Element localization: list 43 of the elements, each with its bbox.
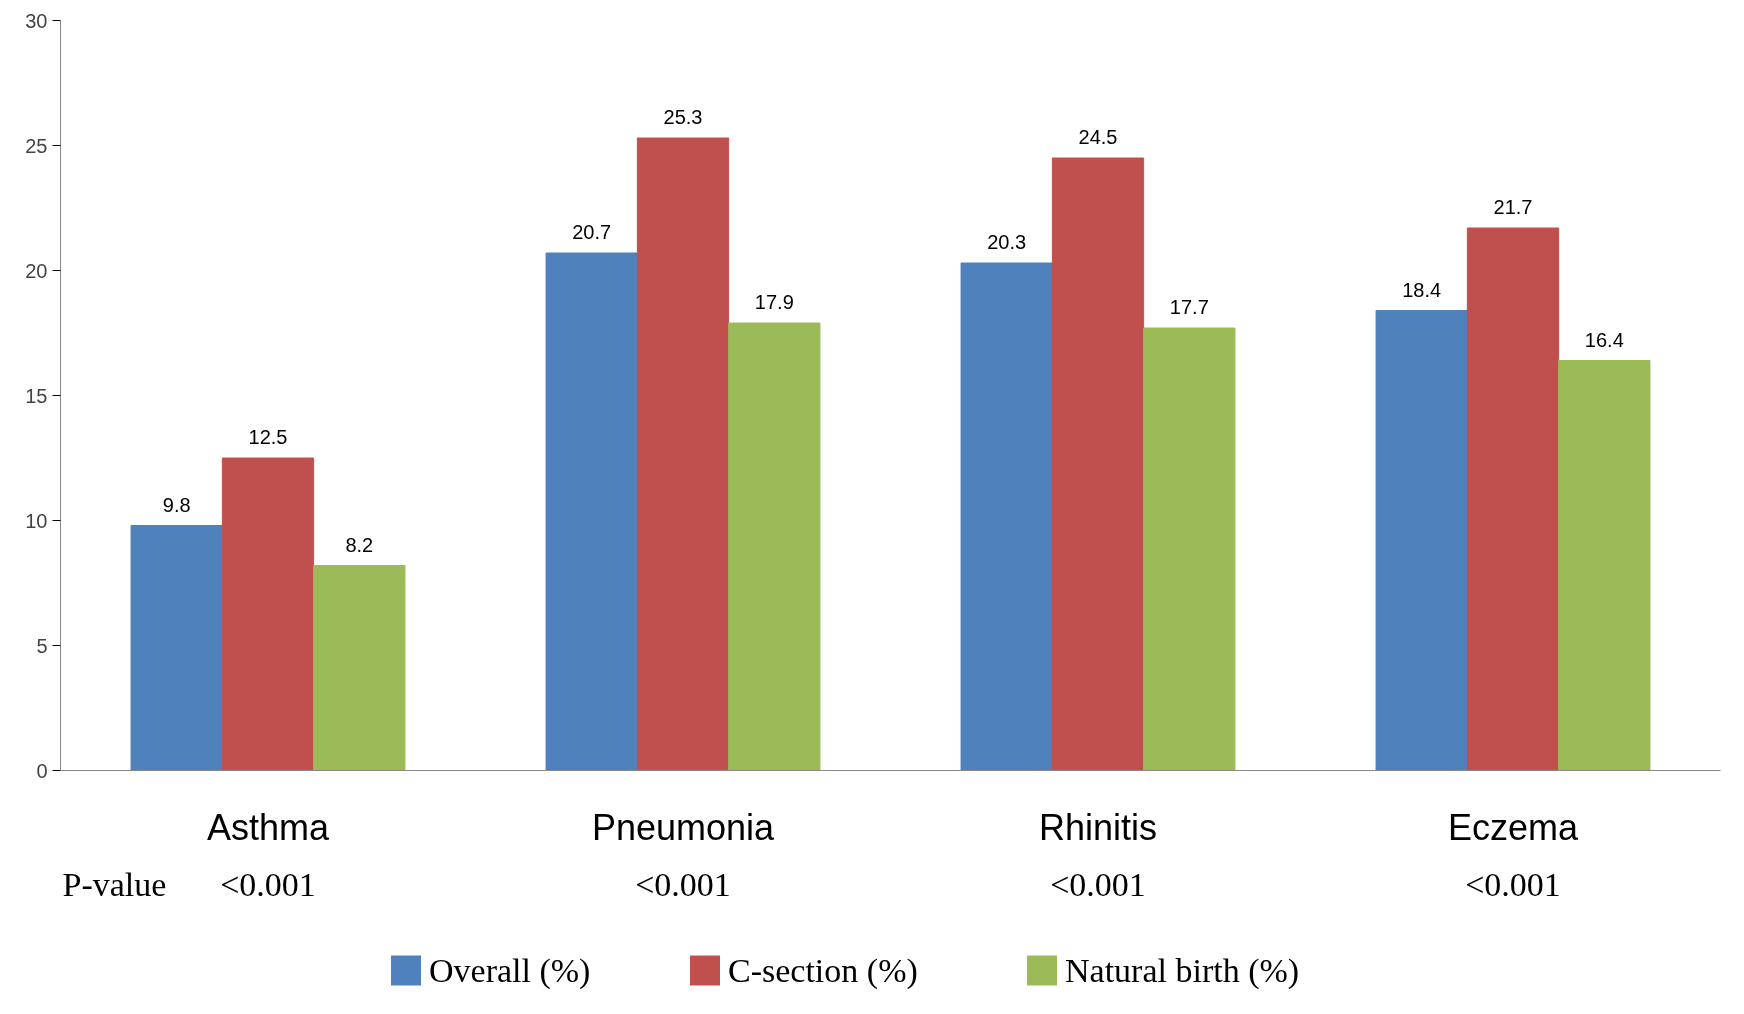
legend-label: C-section (%) (728, 952, 918, 990)
y-tick-label: 25 (25, 134, 48, 157)
data-label: 17.7 (1169, 296, 1209, 318)
bar (545, 252, 638, 771)
data-label: 8.2 (345, 533, 374, 556)
y-tick-label: 0 (36, 759, 48, 782)
data-label: 17.9 (754, 291, 794, 313)
bar (130, 525, 223, 771)
data-label: 18.4 (1402, 278, 1442, 301)
bar (313, 565, 406, 771)
bar (1143, 327, 1236, 771)
text: <0.001 (635, 865, 731, 903)
y-tick-label: 20 (25, 259, 48, 282)
x-tick-label: Rhinitis (1038, 806, 1158, 848)
y-tick-label: 15 (25, 384, 48, 407)
data-label: 21.7 (1493, 196, 1533, 218)
data-label: 25.3 (663, 106, 703, 128)
bar (1375, 310, 1468, 771)
y-tick-label: 5 (36, 634, 48, 657)
y-tick-label: 10 (25, 509, 48, 532)
legend-label: Overall (%) (429, 952, 591, 990)
x-tick-label: Eczema (1447, 806, 1579, 848)
data-label: 20.7 (572, 221, 612, 243)
bar (1558, 360, 1651, 771)
bar (728, 322, 821, 771)
x-tick-label: Asthma (206, 806, 330, 848)
text: <0.001 (1465, 865, 1561, 903)
data-label: 16.4 (1584, 328, 1624, 351)
bar (221, 457, 315, 771)
legend-label: Natural birth (%) (1065, 952, 1300, 990)
data-label: 9.8 (162, 493, 191, 516)
text: <0.001 (220, 865, 316, 903)
bar (960, 262, 1053, 771)
bar (1466, 227, 1560, 771)
data-label: 24.5 (1078, 126, 1118, 148)
data-label: 20.3 (987, 231, 1027, 253)
text: P-value (62, 865, 167, 903)
bar (636, 137, 730, 771)
x-tick-label: Pneumonia (591, 806, 776, 848)
y-tick-label: 30 (25, 9, 48, 32)
bar (1051, 157, 1145, 771)
data-label: 12.5 (248, 426, 288, 448)
text: <0.001 (1050, 865, 1146, 903)
